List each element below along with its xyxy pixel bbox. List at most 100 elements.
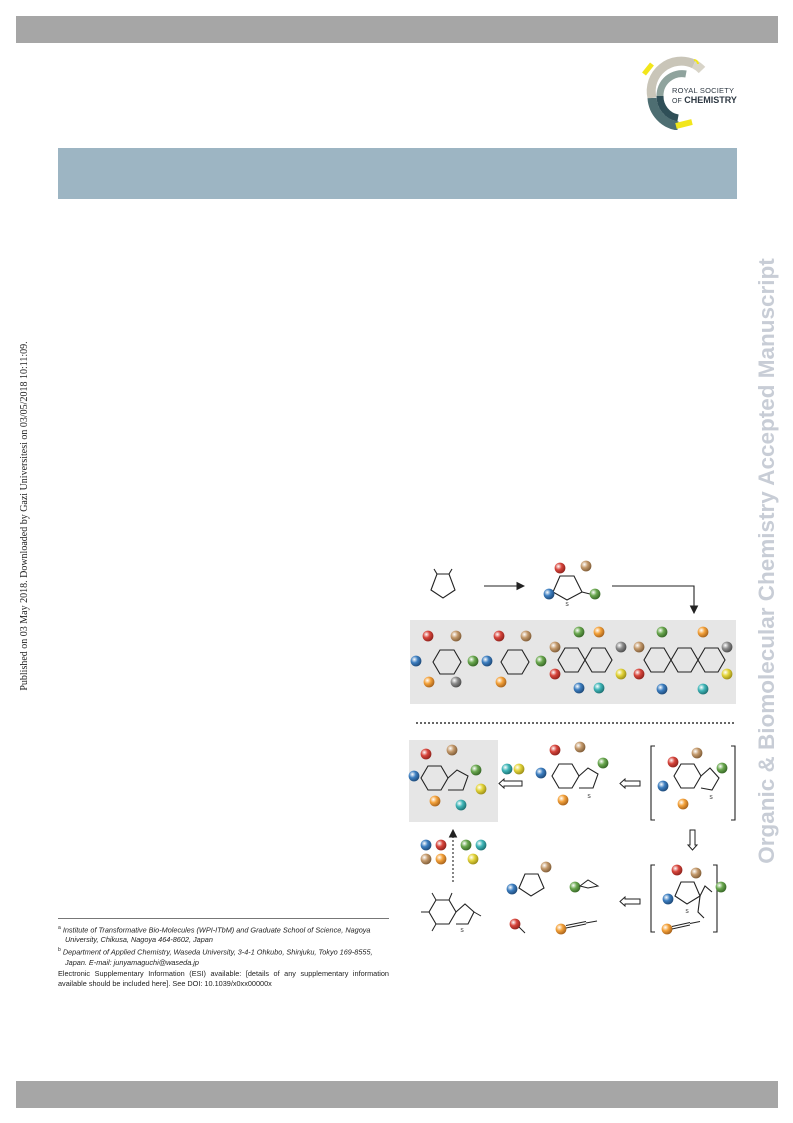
dihydro-intermediate: S xyxy=(650,745,736,821)
substituent-gray xyxy=(615,641,627,653)
substituent-green xyxy=(535,655,547,667)
substituent-yellow xyxy=(615,668,627,680)
header-bar xyxy=(16,16,778,43)
affiliation-a-text: Institute of Transformative Bio-Molecule… xyxy=(62,925,371,945)
building-block-alkyne xyxy=(555,920,598,935)
substituent-red xyxy=(509,918,521,930)
pentasubstituted-pyridine xyxy=(481,630,547,688)
substituent-tan xyxy=(420,853,432,865)
article-title-box xyxy=(58,148,737,199)
products-panel xyxy=(410,620,736,704)
substituent-red xyxy=(554,562,566,574)
substituent-teal xyxy=(593,682,605,694)
substituent-orange xyxy=(429,795,441,807)
substituent-tan xyxy=(540,861,552,873)
substituent-blue xyxy=(662,893,674,905)
substituent-red xyxy=(549,744,561,756)
rsc-logo-of: OF xyxy=(672,98,682,105)
substituent-yellow xyxy=(513,763,525,775)
author-affiliations: a Institute of Transformative Bio-Molecu… xyxy=(58,918,389,989)
rsc-logo-line2: OF CHEMISTRY xyxy=(672,95,737,105)
affiliation-b: b Department of Applied Chemistry, Wased… xyxy=(58,945,389,967)
substituent-red xyxy=(667,756,679,768)
substituent-orange xyxy=(495,676,507,688)
octasubstituted-anthracene xyxy=(633,626,733,695)
target-benzothiophene xyxy=(408,744,487,811)
octasubstituted-naphthalene xyxy=(549,626,627,694)
reaction-arrow-2 xyxy=(612,585,699,615)
affiliation-marker-b: b xyxy=(58,947,61,954)
starting-benzothiophene: S xyxy=(421,892,482,934)
substituent-green xyxy=(589,588,601,600)
substituent-yellow xyxy=(721,668,733,680)
footer-bar xyxy=(16,1081,778,1108)
substituent-orange xyxy=(593,626,605,638)
substituent-red xyxy=(435,839,447,851)
substituent-teal xyxy=(697,683,709,695)
rsc-logo-line1: ROYAL SOCIETY xyxy=(672,86,735,95)
yellow-teal-reagents xyxy=(501,763,525,775)
benzothiophene-intermediate: S xyxy=(535,741,609,806)
substituent-orange xyxy=(423,676,435,688)
atom-label-s: S xyxy=(709,795,713,801)
substituent-red xyxy=(493,630,505,642)
substituent-red xyxy=(671,864,683,876)
substituent-tan xyxy=(446,744,458,756)
substituent-gray xyxy=(450,676,462,688)
substituent-green xyxy=(460,839,472,851)
substituent-red xyxy=(420,748,432,760)
substituent-tan xyxy=(691,747,703,759)
atom-label-s: S xyxy=(565,602,569,608)
substituent-green xyxy=(656,626,668,638)
rsc-logo-chemistry: CHEMISTRY xyxy=(684,95,737,105)
substituent-tan xyxy=(549,641,561,653)
atom-label-s: S xyxy=(460,928,464,934)
substituent-tan xyxy=(633,641,645,653)
substituent-red xyxy=(422,630,434,642)
substituent-blue xyxy=(410,655,422,667)
substituent-tan xyxy=(580,560,592,572)
substituent-green xyxy=(467,655,479,667)
substituent-reagents-right xyxy=(460,839,487,865)
substituent-reagents-left xyxy=(420,839,447,865)
substituent-teal xyxy=(475,839,487,851)
hexasubstituted-benzene xyxy=(410,630,479,688)
building-block-thiophene xyxy=(506,861,552,897)
retro-arrow-1 xyxy=(498,777,523,790)
substituent-orange xyxy=(555,923,567,935)
substituent-blue xyxy=(481,655,493,667)
retro-arrow-2 xyxy=(619,777,641,790)
substituent-teal xyxy=(455,799,467,811)
substituent-teal xyxy=(501,763,513,775)
affiliation-b-text: Department of Applied Chemistry, Waseda … xyxy=(62,947,373,967)
substituent-blue xyxy=(543,588,555,600)
substituent-yellow xyxy=(467,853,479,865)
substituent-orange xyxy=(435,853,447,865)
substituent-green xyxy=(573,626,585,638)
substituent-tan xyxy=(574,741,586,753)
affiliation-marker-a: a xyxy=(58,925,61,931)
substituent-green xyxy=(569,881,581,893)
starting-thiophene xyxy=(430,568,456,599)
substituent-tan xyxy=(450,630,462,642)
substituent-gray xyxy=(721,641,733,653)
atom-label-s: S xyxy=(685,909,689,915)
atom-label-s: S xyxy=(587,794,591,800)
substituent-green xyxy=(470,764,482,776)
substituent-orange xyxy=(661,923,673,935)
substituent-green xyxy=(716,762,728,774)
building-block-cyclopropyl xyxy=(569,879,600,893)
tetrasubstituted-thiophene: S xyxy=(543,560,601,608)
substituent-blue xyxy=(657,780,669,792)
building-block-red xyxy=(509,918,526,934)
affiliation-a: a Institute of Transformative Bio-Molecu… xyxy=(58,923,389,945)
substituent-tan xyxy=(690,867,702,879)
substituent-blue xyxy=(420,839,432,851)
substituent-blue xyxy=(506,883,518,895)
substituent-blue xyxy=(573,682,585,694)
substituent-orange xyxy=(677,798,689,810)
substituent-green xyxy=(597,757,609,769)
substituent-green xyxy=(715,881,727,893)
alkyne-intermediate: S xyxy=(650,864,727,935)
